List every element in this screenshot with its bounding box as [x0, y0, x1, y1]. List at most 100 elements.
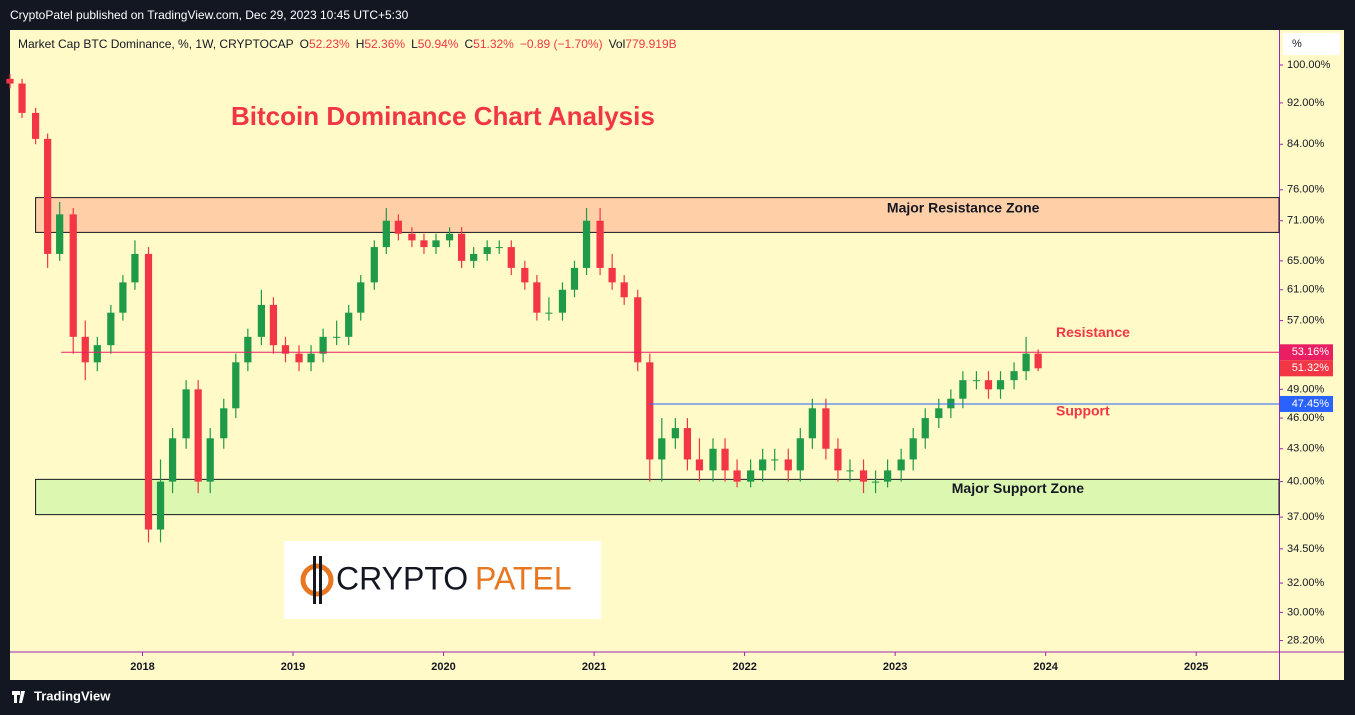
candle-body — [257, 304, 266, 337]
candle-body — [733, 470, 741, 482]
candle-body — [232, 362, 240, 409]
candle-body — [683, 428, 692, 460]
candle-body — [319, 336, 327, 354]
candle-body — [194, 389, 202, 482]
candle-body — [182, 389, 190, 439]
candle-body — [420, 240, 428, 248]
candle-body — [771, 459, 779, 461]
candle-body — [483, 247, 491, 254]
candle-body — [81, 336, 89, 363]
candle-body — [634, 297, 642, 363]
x-tick-label: 2025 — [1184, 661, 1208, 673]
legend-value: 52.36% — [364, 37, 406, 51]
level-tag-label: 53.16% — [1292, 346, 1330, 358]
candle-body — [533, 282, 541, 313]
candle-body — [984, 380, 993, 390]
y-tick-label: 32.00% — [1287, 577, 1325, 589]
candle-body — [582, 220, 591, 268]
candle-body — [996, 380, 1005, 390]
candle-body — [69, 214, 77, 337]
candle-body — [44, 138, 52, 254]
candle-body — [570, 267, 579, 290]
candle-body — [206, 438, 214, 482]
candle-body — [357, 282, 365, 313]
x-tick-label: 2021 — [582, 661, 606, 673]
candle-body — [56, 214, 64, 254]
candle-body — [470, 253, 478, 261]
x-tick-label: 2024 — [1033, 661, 1058, 673]
candle-body — [545, 312, 553, 314]
footer-icon — [12, 691, 25, 703]
zone-label: Major Resistance Zone — [887, 199, 1040, 215]
candle-body — [370, 247, 378, 283]
x-tick-label: 2018 — [130, 661, 154, 673]
x-tick-label: 2023 — [883, 661, 907, 673]
level-note: Resistance — [1056, 324, 1130, 340]
level-note: Support — [1056, 403, 1110, 419]
candle-body — [784, 459, 792, 471]
candle-body — [521, 267, 529, 283]
y-tick-label: 92.00% — [1287, 97, 1325, 109]
candle-body — [883, 470, 892, 482]
candle-body — [859, 470, 868, 482]
logo-box — [284, 541, 601, 619]
y-tick-label: 71.00% — [1287, 215, 1325, 227]
candle-body — [333, 336, 341, 338]
y-tick-label: 76.00% — [1287, 184, 1325, 196]
candle-body — [457, 233, 466, 261]
legend-key: H — [355, 37, 365, 51]
legend-value: 52.23% — [309, 37, 350, 51]
candle-body — [658, 438, 666, 460]
x-tick-label: 2022 — [732, 661, 756, 673]
candle-body — [558, 289, 567, 313]
x-tick-label: 2019 — [281, 661, 305, 673]
axis-unit: % — [1292, 38, 1302, 50]
candle-body — [796, 438, 804, 471]
candle-body — [495, 247, 503, 249]
candle-body — [709, 448, 717, 471]
candle-body — [695, 459, 704, 471]
zone — [35, 478, 1280, 516]
legend-change: −0.89 (−1.70%) — [519, 37, 603, 51]
legend-key: O — [299, 37, 309, 51]
legend: Market Cap BTC Dominance, %, 1W, CRYPTOC… — [18, 37, 677, 51]
header: CryptoPatel published on TradingView.com… — [10, 8, 409, 22]
legend-key: L — [411, 37, 418, 51]
candle-body — [959, 380, 967, 399]
y-tick-label: 61.00% — [1287, 284, 1325, 296]
candle-body — [834, 448, 842, 471]
candle-body — [107, 312, 115, 346]
candle-body — [1034, 353, 1042, 369]
level-tag — [1280, 344, 1333, 361]
candle-body — [671, 428, 679, 439]
unit-box[interactable] — [1283, 33, 1340, 55]
last-price-label: 51.32% — [1292, 362, 1330, 374]
y-tick-label: 49.00% — [1287, 383, 1325, 395]
candle-body — [345, 312, 353, 337]
candle-body — [808, 408, 816, 439]
y-tick-label: 37.00% — [1287, 511, 1325, 523]
legend-value: 51.32% — [473, 37, 514, 51]
y-tick-label: 65.00% — [1287, 255, 1325, 267]
candle-body — [646, 362, 654, 460]
candle-body — [846, 470, 854, 472]
level-tag — [1280, 395, 1333, 412]
candle-body — [972, 380, 981, 382]
footer: TradingView — [34, 688, 111, 703]
y-tick-label: 40.00% — [1287, 476, 1325, 488]
y-tick-label: 84.00% — [1287, 138, 1325, 150]
candle-body — [382, 220, 390, 248]
candle-body — [620, 282, 628, 298]
last-price-tag — [1280, 360, 1333, 377]
candle-body — [244, 336, 252, 363]
legend-vol: 779.919B — [625, 37, 677, 51]
y-tick-label: 28.20% — [1287, 634, 1325, 646]
candle-body — [156, 481, 165, 530]
candle-body — [18, 83, 26, 113]
y-tick-label: 30.00% — [1287, 606, 1325, 618]
candle-body — [220, 408, 228, 439]
candle-body — [408, 233, 416, 241]
y-tick-label: 46.00% — [1287, 412, 1325, 424]
candle-body — [394, 220, 402, 234]
